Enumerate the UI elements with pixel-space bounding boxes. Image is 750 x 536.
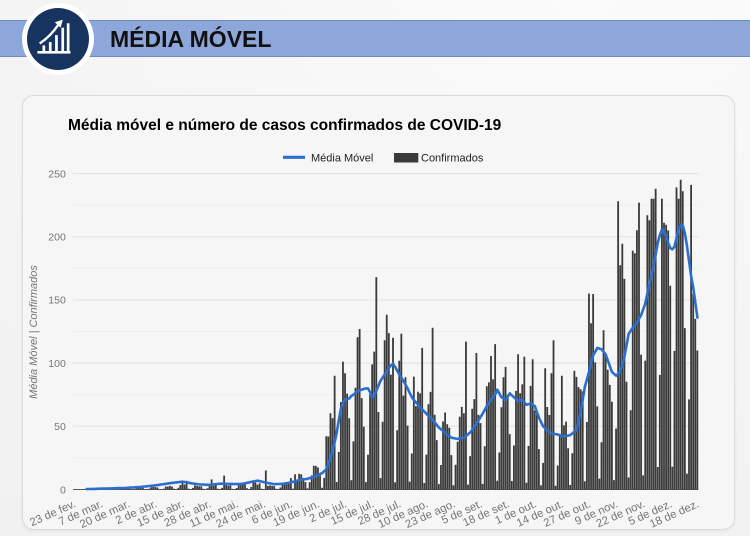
svg-text:200: 200 bbox=[48, 232, 66, 244]
svg-text:Média Móvel: Média Móvel bbox=[311, 153, 373, 165]
svg-text:150: 150 bbox=[48, 295, 66, 307]
svg-text:Confirmados: Confirmados bbox=[421, 153, 484, 165]
svg-text:50: 50 bbox=[54, 421, 66, 433]
svg-text:Média móvel e número de casos: Média móvel e número de casos confirmado… bbox=[68, 117, 502, 134]
svg-text:250: 250 bbox=[48, 168, 66, 180]
svg-text:Média Móvel | Confirmados: Média Móvel | Confirmados bbox=[28, 265, 40, 399]
svg-text:100: 100 bbox=[48, 358, 66, 370]
svg-text:0: 0 bbox=[60, 484, 66, 496]
